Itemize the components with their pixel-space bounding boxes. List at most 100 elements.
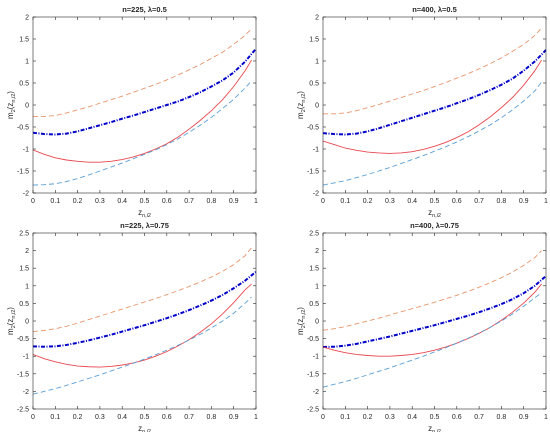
panel-1-line-lower (33, 80, 252, 186)
panel-2-xtick-label: 0.8 (497, 198, 507, 205)
panel-3-xtick-label: 0.6 (162, 414, 172, 421)
panel-3-xtick-label: 0.9 (229, 414, 239, 421)
panel-3-xtick-label: 0.4 (117, 414, 127, 421)
panel-2-series (323, 27, 546, 186)
panel-4-xtick-label: 0.4 (407, 414, 417, 421)
panel-3-title: n=225, λ=0.75 (120, 221, 169, 230)
panel-4-xtick-label: 0.9 (519, 414, 529, 421)
panel-4-xtick-label: 0.2 (363, 414, 373, 421)
panel-2-line-upper (323, 27, 542, 115)
panel-1-xtick-label: 0.9 (229, 198, 239, 205)
panel-4-xtick-label: 0 (321, 414, 325, 421)
panel-2-line-estimate (323, 49, 546, 136)
panel-3-xtick-label: 0.3 (95, 414, 105, 421)
panel-1-ytick-label: 1 (25, 59, 29, 66)
panel-1: 0 0.1 0.2 0.3 0.4 0.5 0.6 0.7 0.8 0.9 1 -2 -1.5 -1 -0.… (6, 5, 258, 219)
panel-1-ytick-label: -1.5 (17, 169, 29, 176)
panel-1-ylabel: m2(zn,i2) (6, 91, 17, 119)
panel-1-ytick-label: 1.5 (19, 37, 29, 44)
panel-1-line-estimate (33, 48, 256, 136)
panel-4-ytick-label: 2 (315, 248, 319, 255)
panel-3-ytick-label: -0.5 (17, 336, 29, 343)
panel-2-axes-box (322, 16, 547, 194)
panel-3-xlabel: zn,i2 (138, 424, 151, 432)
panel-1-line-upper (33, 28, 252, 117)
panel-2-xtick-label: 0.6 (452, 198, 462, 205)
panel-3-xtick-label: 0.1 (50, 414, 60, 421)
panel-4-xtick-label: 0.3 (385, 414, 395, 421)
panel-1-title: n=225, λ=0.5 (122, 5, 167, 14)
panel-4-xtick-label: 0.6 (452, 414, 462, 421)
panel-3-xtick-label: 0.2 (73, 414, 83, 421)
panel-1-xtick-label: 0.2 (73, 198, 83, 205)
panel-3-ytick-label: -2.5 (17, 407, 29, 414)
panel-2-ytick-label: -0.5 (307, 125, 319, 132)
panel-4-ytick-label: -2.5 (307, 407, 319, 414)
panel-2-ytick-label: -1.5 (307, 169, 319, 176)
panel-2-ylabel: m2(zn,i2) (296, 91, 307, 119)
panel-2-xtick-label: 0.9 (519, 198, 529, 205)
panel-4-xtick-label: 1 (544, 414, 548, 421)
panel-1-xtick-label: 0.7 (184, 198, 194, 205)
panel-1-series (33, 28, 256, 186)
panel-2-xtick-label: 0.2 (363, 198, 373, 205)
panel-4-ytick-label: 2.5 (309, 231, 319, 238)
panel-2-ytick-label: 0 (315, 103, 319, 110)
panel-2: 0 0.1 0.2 0.3 0.4 0.5 0.6 0.7 0.8 0.9 1 -2 -1.5 -1 -0.… (296, 5, 548, 219)
panel-2-ytick-label: 1 (315, 59, 319, 66)
panel-4-series (323, 250, 546, 388)
panel-4-line-lower (323, 292, 542, 388)
panel-4-title: n=400, λ=0.75 (410, 221, 459, 230)
panel-3-ylabel: m2(zn,i2) (6, 307, 17, 335)
panel-3-line-upper (33, 247, 252, 333)
panel-3-xtick-label: 1 (254, 414, 258, 421)
panel-3: 0 0.1 0.2 0.3 0.4 0.5 0.6 0.7 0.8 0.9 1 -2.5 -2 -1.5 -… (6, 221, 258, 432)
panel-1-xtick-label: 0.3 (95, 198, 105, 205)
panel-1-line-truth (33, 59, 252, 163)
panel-1-ytick-label: -1 (23, 147, 29, 154)
panel-2-xtick-label: 1 (544, 198, 548, 205)
panel-2-xtick-label: 0.3 (385, 198, 395, 205)
panel-4-ytick-label: 0 (315, 319, 319, 326)
panel-4-ytick-label: -2 (313, 389, 319, 396)
panel-3-line-truth (33, 283, 252, 368)
panel-3-ytick-label: 2.5 (19, 231, 29, 238)
panel-1-ytick-label: -0.5 (17, 125, 29, 132)
panel-2-line-lower (323, 81, 542, 186)
panel-2-ytick-label: 1.5 (309, 37, 319, 44)
panel-4-xlabel: zn,i2 (428, 424, 441, 432)
panel-3-ytick-label: -1.5 (17, 371, 29, 378)
panel-2-xtick-label: 0 (321, 198, 325, 205)
panel-1-xtick-label: 0.5 (140, 198, 150, 205)
panel-2-xtick-label: 0.5 (430, 198, 440, 205)
panel-1-ytick-label: 0 (25, 103, 29, 110)
panel-3-ytick-label: 1.5 (19, 266, 29, 273)
panel-1-xtick-label: 0.1 (50, 198, 60, 205)
panel-2-xtick-label: 0.7 (474, 198, 484, 205)
panel-4-ytick-label: -0.5 (307, 336, 319, 343)
panel-2-xtick-label: 0.4 (407, 198, 417, 205)
panel-1-xtick-label: 0.4 (117, 198, 127, 205)
panel-3-ytick-label: 0 (25, 319, 29, 326)
panel-1-ytick-label: 2 (25, 15, 29, 22)
panel-4-line-truth (323, 283, 542, 357)
panel-1-xtick-label: 0.6 (162, 198, 172, 205)
panel-4-ytick-label: 0.5 (309, 301, 319, 308)
panel-4-xtick-label: 0.7 (474, 414, 484, 421)
panel-3-series (33, 247, 256, 395)
panel-1-xtick-label: 1 (254, 198, 258, 205)
panel-4-ylabel: m2(zn,i2) (296, 307, 307, 335)
panel-4-ytick-label: -1.5 (307, 371, 319, 378)
panel-3-line-estimate (33, 270, 256, 348)
panel-4-line-estimate (323, 275, 546, 349)
panel-4-line-upper (323, 250, 542, 331)
panel-4-xtick-label: 0.1 (340, 414, 350, 421)
panel-2-ytick-label: 2 (315, 15, 319, 22)
panel-3-ytick-label: 1 (25, 283, 29, 290)
panel-4-ytick-label: -1 (313, 354, 319, 361)
panel-4-ytick-label: 1.5 (309, 266, 319, 273)
panel-4-axes-box (322, 232, 547, 410)
panel-3-ytick-label: -1 (23, 354, 29, 361)
panel-2-title: n=400, λ=0.5 (412, 5, 457, 14)
panel-2-xtick-label: 0.1 (340, 198, 350, 205)
